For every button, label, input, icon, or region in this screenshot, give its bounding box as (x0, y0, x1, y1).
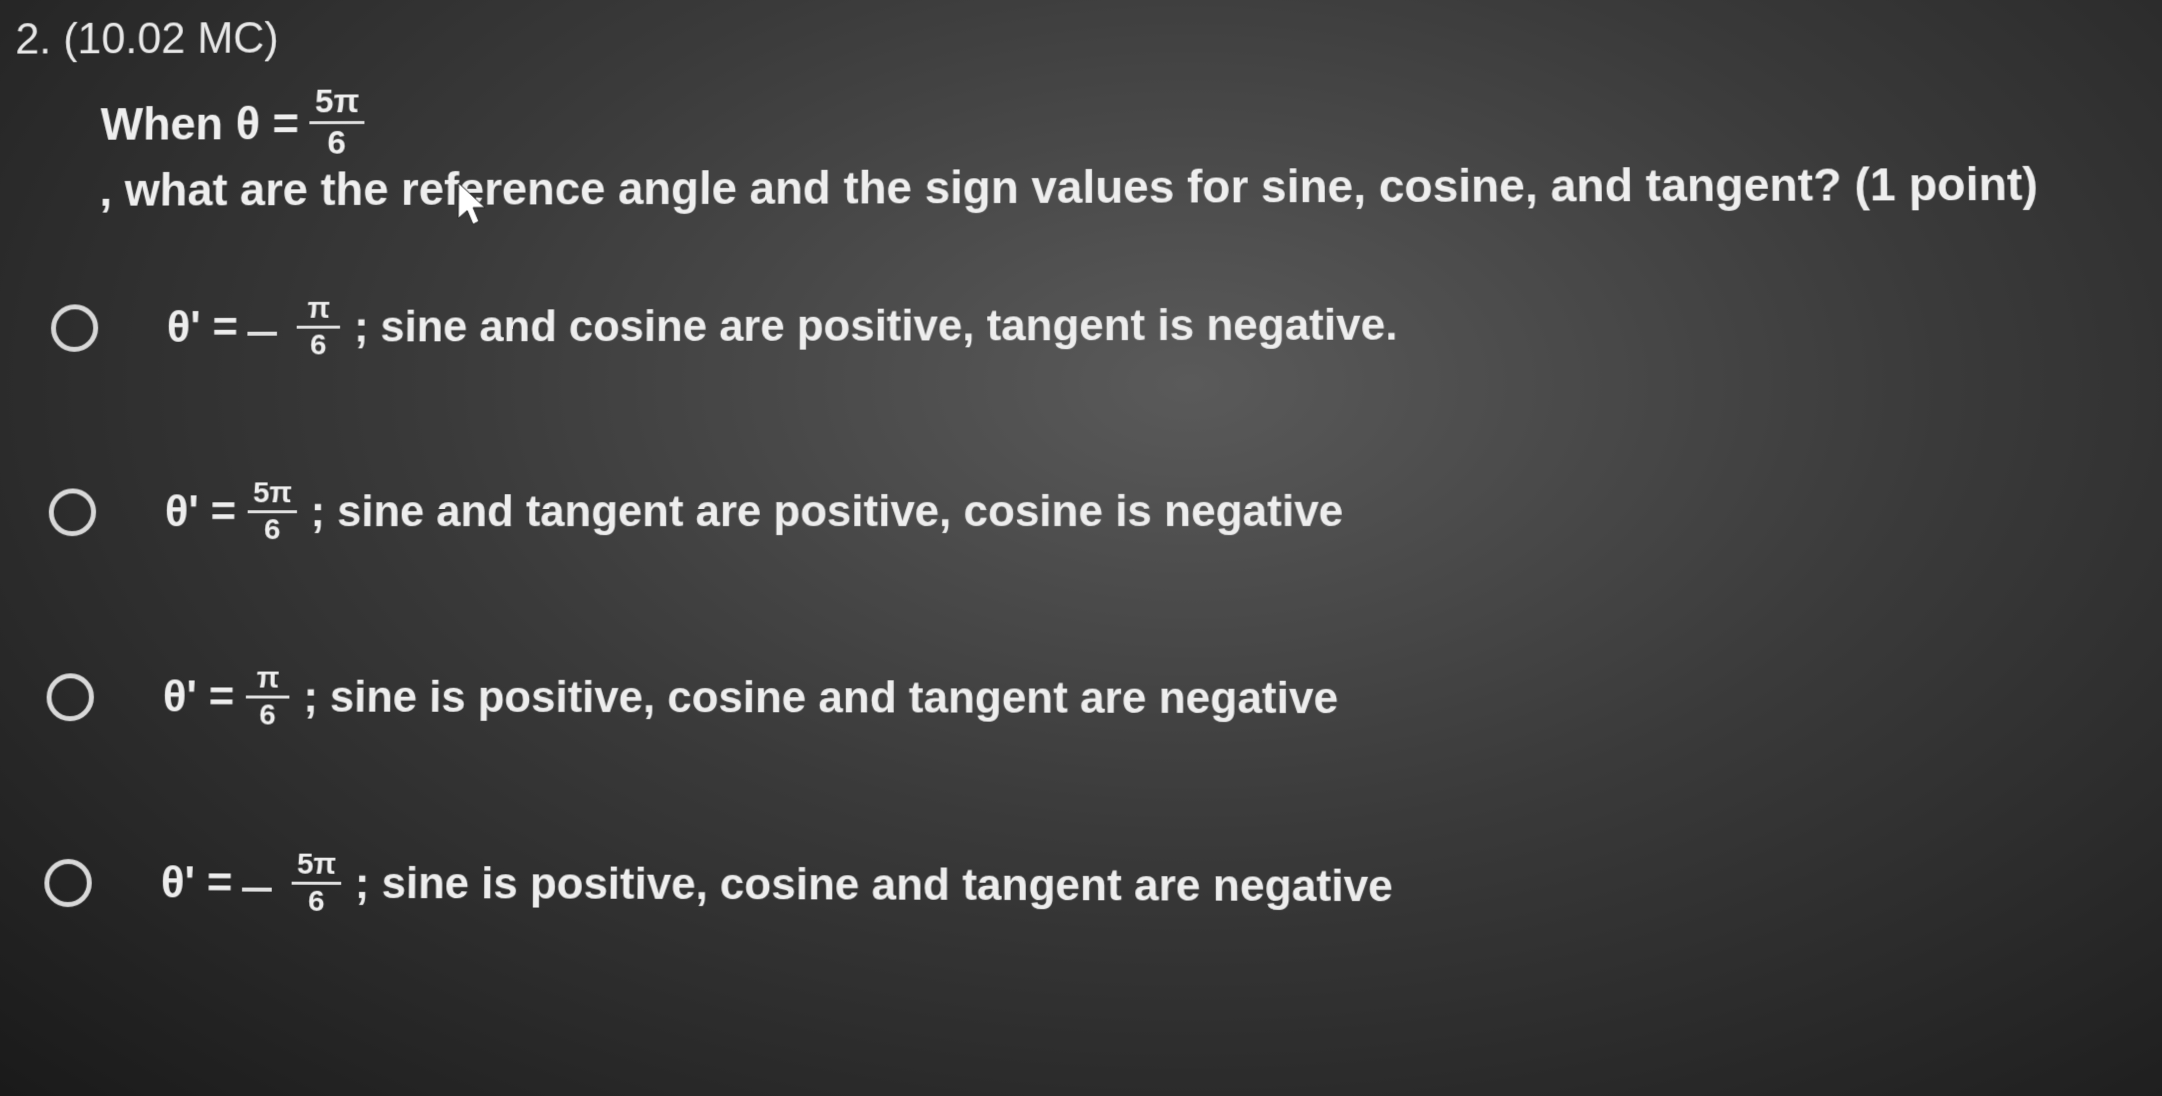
option-d[interactable]: θ' = 5π 6 ; sine is positive, cosine and… (44, 847, 2137, 925)
prompt-frac-den: 6 (321, 124, 352, 163)
option-fraction: π 6 (246, 662, 290, 733)
radio-icon[interactable] (49, 488, 97, 536)
option-fraction: 5π 6 (291, 848, 341, 919)
option-body: θ' = π 6 ; sine is positive, cosine and … (163, 661, 1339, 734)
cursor-icon (455, 181, 495, 240)
option-c[interactable]: θ' = π 6 ; sine is positive, cosine and … (46, 661, 2135, 735)
option-text: ; sine and tangent are positive, cosine … (310, 486, 1343, 536)
radio-icon[interactable] (51, 304, 99, 352)
frac-den: 6 (305, 329, 332, 363)
frac-den: 6 (303, 885, 330, 919)
frac-num: π (246, 662, 290, 699)
prompt-frac-num: 5π (309, 83, 365, 125)
theta-label: θ' = (163, 672, 235, 722)
question-page: 2. (10.02 MC) When θ = 5π 6 , what are t… (2, 0, 2162, 1096)
gap-underline (247, 302, 279, 352)
option-text: ; sine is positive, cosine and tangent a… (355, 858, 1393, 911)
option-text: ; sine and cosine are positive, tangent … (354, 300, 1398, 352)
gap-underline (242, 858, 274, 908)
option-a[interactable]: θ' = π 6 ; sine and cosine are positive,… (51, 288, 2131, 363)
option-text: ; sine is positive, cosine and tangent a… (303, 672, 1338, 724)
frac-num: 5π (292, 848, 342, 885)
option-fraction: π 6 (297, 292, 341, 362)
options-group: θ' = π 6 ; sine and cosine are positive,… (44, 288, 2137, 925)
option-body: θ' = 5π 6 ; sine is positive, cosine and… (161, 847, 1393, 922)
radio-icon[interactable] (46, 673, 94, 721)
frac-num: 5π (248, 476, 297, 513)
option-b[interactable]: θ' = 5π 6 ; sine and tangent are positiv… (48, 475, 2132, 547)
prompt-fraction: 5π 6 (309, 83, 366, 163)
theta-label: θ' = (161, 858, 233, 908)
prompt-suffix: , what are the reference angle and the s… (99, 157, 2038, 217)
theta-label: θ' = (165, 487, 237, 537)
question-prompt: When θ = 5π 6 , what are the reference a… (99, 75, 2138, 216)
option-fraction: 5π 6 (248, 476, 298, 547)
radio-icon[interactable] (44, 858, 92, 906)
option-body: θ' = 5π 6 ; sine and tangent are positiv… (165, 476, 1344, 547)
frac-den: 6 (254, 699, 281, 733)
option-body: θ' = π 6 ; sine and cosine are positive,… (167, 290, 1398, 363)
theta-label: θ' = (167, 303, 238, 353)
frac-den: 6 (259, 513, 286, 547)
question-number: 2. (10.02 MC) (15, 14, 279, 64)
prompt-prefix: When θ = (100, 96, 299, 150)
frac-num: π (297, 292, 341, 329)
